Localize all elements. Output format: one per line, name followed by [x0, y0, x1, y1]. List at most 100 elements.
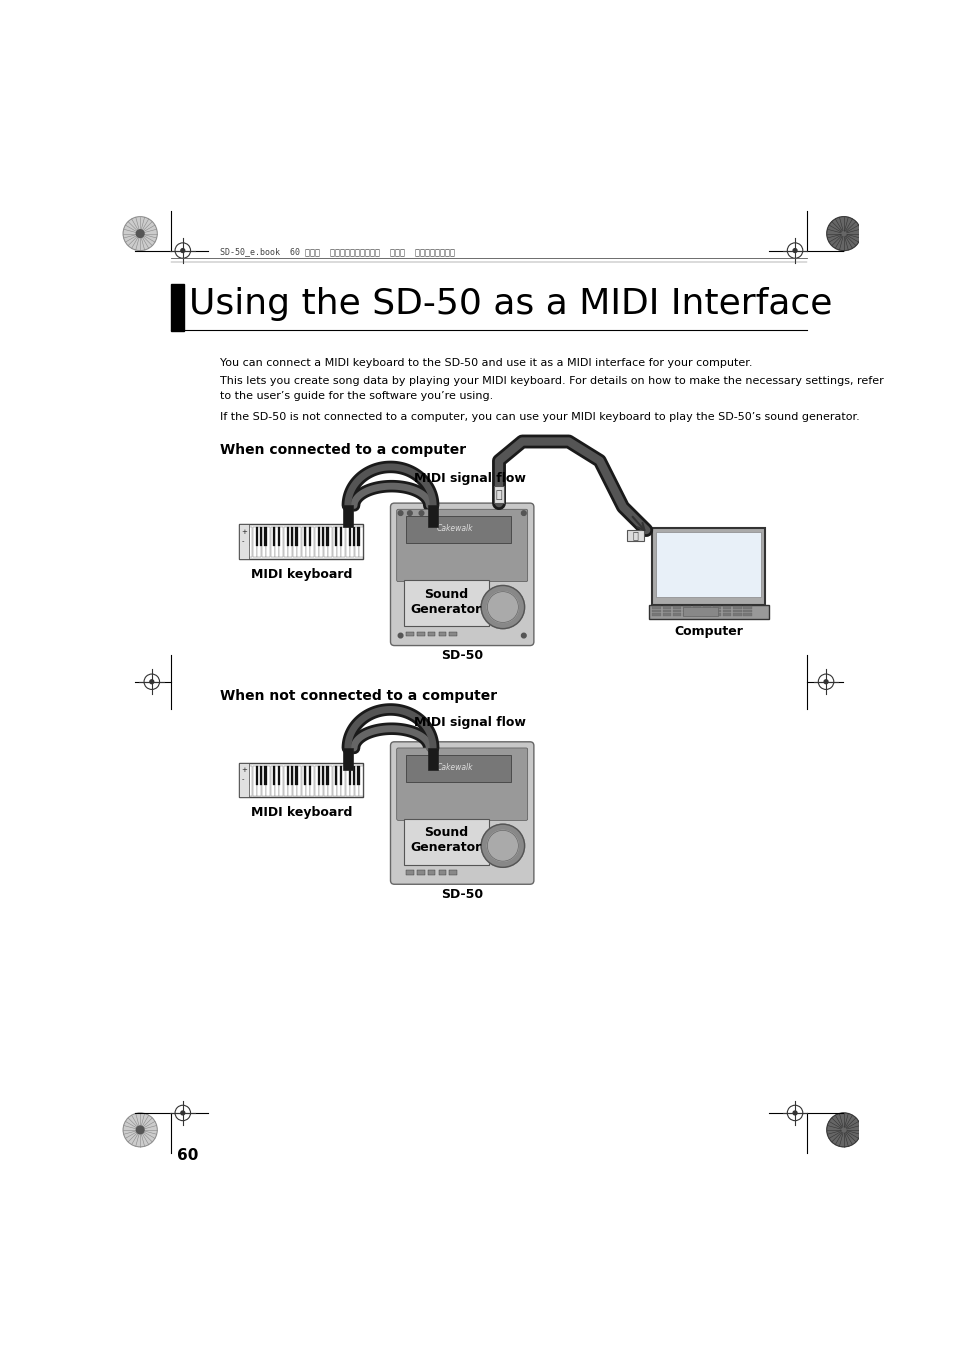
Bar — [672, 610, 680, 613]
Circle shape — [487, 830, 517, 861]
Bar — [314, 526, 318, 558]
Text: This lets you create song data by playing your MIDI keyboard. For details on how: This lets you create song data by playin… — [220, 377, 882, 401]
Bar — [277, 526, 279, 545]
Circle shape — [826, 1112, 860, 1148]
Text: -: - — [241, 776, 244, 783]
Bar — [253, 765, 256, 795]
Bar — [328, 765, 332, 795]
Bar — [273, 765, 275, 784]
Bar — [274, 526, 278, 558]
Bar — [244, 765, 248, 795]
Bar — [271, 765, 274, 795]
Bar — [350, 526, 354, 558]
Circle shape — [792, 1111, 796, 1115]
Bar — [350, 765, 354, 795]
Bar — [692, 606, 700, 609]
Bar — [341, 765, 345, 795]
Bar — [652, 610, 660, 613]
Circle shape — [150, 680, 153, 683]
Bar — [239, 524, 249, 559]
Circle shape — [136, 1126, 144, 1134]
Text: MIDI signal flow: MIDI signal flow — [414, 717, 525, 729]
Bar — [682, 613, 691, 616]
Bar — [321, 765, 324, 784]
Circle shape — [123, 1112, 157, 1148]
Text: Cakewalk: Cakewalk — [436, 524, 472, 533]
FancyBboxPatch shape — [390, 741, 534, 884]
Bar — [742, 610, 751, 613]
Bar — [295, 765, 297, 784]
Bar — [339, 526, 341, 545]
Bar — [353, 526, 355, 545]
Bar — [438, 871, 446, 875]
Bar — [261, 765, 266, 795]
Bar — [257, 765, 261, 795]
Bar — [309, 526, 311, 545]
Bar — [712, 613, 720, 616]
Text: Computer: Computer — [674, 625, 742, 637]
Bar — [274, 765, 278, 795]
Bar — [248, 526, 253, 558]
Bar — [295, 526, 297, 545]
Bar — [326, 765, 328, 784]
Bar — [264, 526, 266, 545]
Bar — [355, 526, 358, 558]
Bar — [286, 526, 289, 545]
Bar — [661, 610, 670, 613]
Bar — [742, 613, 751, 616]
Bar — [293, 526, 296, 558]
Circle shape — [407, 510, 412, 516]
Bar — [672, 606, 680, 609]
Bar — [732, 613, 740, 616]
Bar — [291, 526, 293, 545]
Bar — [348, 526, 351, 545]
Bar — [712, 610, 720, 613]
Bar — [358, 526, 363, 558]
Bar — [341, 526, 345, 558]
Bar — [702, 613, 711, 616]
Bar — [277, 765, 279, 784]
Text: ⎀: ⎀ — [632, 531, 638, 540]
Text: SD-50: SD-50 — [440, 649, 483, 663]
Bar — [358, 765, 363, 795]
Bar — [438, 632, 446, 636]
Bar — [648, 605, 768, 618]
Text: When connected to a computer: When connected to a computer — [220, 443, 466, 458]
Text: When not connected to a computer: When not connected to a computer — [220, 690, 497, 703]
Bar — [493, 486, 504, 504]
Bar — [288, 765, 292, 795]
Bar — [284, 765, 288, 795]
Bar — [253, 526, 256, 558]
Bar — [355, 765, 358, 795]
Bar — [722, 606, 731, 609]
Bar — [336, 765, 340, 795]
Bar — [248, 765, 253, 795]
Bar — [239, 765, 243, 795]
Circle shape — [521, 510, 525, 516]
Bar — [343, 748, 353, 770]
Bar — [449, 871, 456, 875]
Bar — [239, 524, 363, 559]
Circle shape — [397, 633, 402, 637]
Bar — [286, 765, 289, 784]
Bar — [692, 613, 700, 616]
Bar — [301, 765, 305, 795]
Bar — [293, 765, 296, 795]
Bar — [297, 526, 301, 558]
Bar — [428, 748, 437, 770]
Bar — [323, 765, 328, 795]
Circle shape — [487, 591, 517, 622]
Bar — [321, 526, 324, 545]
Bar — [326, 526, 328, 545]
Text: ⎀: ⎀ — [496, 490, 502, 500]
Circle shape — [397, 510, 402, 516]
Bar — [742, 606, 751, 609]
Circle shape — [418, 510, 423, 516]
Bar — [291, 765, 293, 784]
Circle shape — [823, 680, 827, 683]
Bar — [255, 765, 257, 784]
Bar — [652, 606, 660, 609]
Text: 60: 60 — [177, 1148, 198, 1162]
Text: +: + — [241, 767, 248, 774]
Bar — [427, 632, 435, 636]
